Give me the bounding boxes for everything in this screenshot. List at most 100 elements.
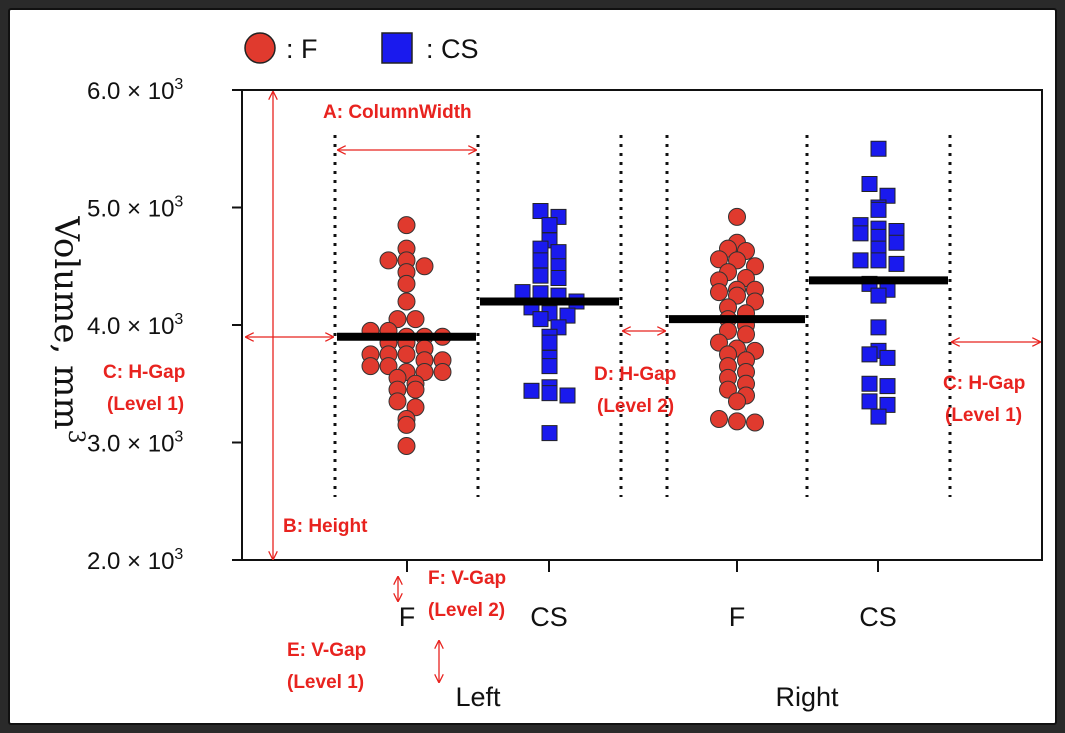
- data-point-f: [397, 415, 416, 434]
- y-tick-label-exp: 3: [174, 546, 183, 563]
- y-tick-label: 6.0 × 103: [87, 76, 183, 105]
- x-group-label: Left: [455, 682, 501, 712]
- y-axis-label-text: Volume, mm: [46, 215, 86, 429]
- data-point-f: [710, 250, 728, 269]
- y-tick-label: 4.0 × 103: [87, 311, 183, 340]
- x-category-label: CS: [530, 602, 568, 632]
- x-axis: F CS F CS Left Right: [399, 560, 897, 712]
- data-point-cs: [523, 382, 540, 399]
- y-tick-label-exp: 3: [174, 311, 183, 328]
- data-point-f: [433, 363, 452, 381]
- y-axis-label-sup: 3: [63, 430, 88, 444]
- data-point-f: [379, 251, 398, 270]
- data-point-f: [397, 345, 416, 364]
- data-point-cs: [870, 319, 887, 336]
- data-point-f: [397, 274, 416, 293]
- mean-bars: [337, 276, 948, 341]
- data-point-f: [737, 325, 755, 344]
- column-guides: [333, 135, 952, 497]
- v-gap-level1-sublabel: (Level 1): [287, 672, 364, 693]
- data-point-f: [728, 207, 746, 226]
- data-point-cs: [532, 267, 549, 284]
- data-point-cs: [861, 346, 878, 363]
- annotations: A: ColumnWidth B: Height C: H-Gap (Level…: [103, 92, 1040, 693]
- data-point-f: [361, 357, 380, 376]
- data-point-f: [397, 292, 416, 311]
- data-point-cs: [879, 378, 896, 395]
- y-tick-label-base: 5.0 × 10: [87, 196, 174, 223]
- y-tick-label-exp: 3: [174, 76, 183, 93]
- data-point-f: [710, 410, 728, 428]
- data-point-f: [728, 412, 746, 431]
- data-point-cs: [852, 252, 869, 269]
- column-width-label: A: ColumnWidth: [323, 102, 472, 123]
- data-point-f: [746, 413, 764, 432]
- data-point-f: [710, 283, 728, 302]
- x-group-label: Right: [775, 682, 839, 712]
- height-label: B: Height: [283, 516, 368, 537]
- data-point-cs: [541, 217, 558, 234]
- data-point-cs: [550, 270, 567, 286]
- data-point-cs: [861, 393, 878, 410]
- data-point-cs: [870, 252, 887, 269]
- data-point-f: [406, 310, 425, 329]
- legend-marker-cs: [381, 32, 413, 64]
- data-point-cs: [532, 252, 549, 269]
- y-tick-label-base: 6.0 × 10: [87, 78, 174, 105]
- v-gap-level2-sublabel: (Level 2): [428, 600, 505, 621]
- data-point-f: [728, 392, 746, 411]
- data-point-cs: [541, 425, 558, 442]
- h-gap-level1-left-label: C: H-Gap: [103, 362, 185, 383]
- data-point-cs: [888, 234, 905, 251]
- data-point-cs: [852, 225, 869, 242]
- y-tick-label: 5.0 × 103: [87, 194, 183, 223]
- legend-label-f: : F: [286, 34, 318, 64]
- h-gap-level2-label: D: H-Gap: [594, 364, 676, 385]
- data-point-cs: [532, 311, 549, 328]
- y-tick-label: 3.0 × 103: [87, 429, 183, 458]
- data-point-cs: [541, 334, 558, 351]
- data-point-f: [397, 437, 416, 456]
- h-gap-level1-left-sublabel: (Level 1): [107, 394, 184, 415]
- plot-area: [241, 89, 1043, 561]
- figure-frame: : F : CS 2.0 × 103 3.0 × 103 4.0 × 103 5.0 …: [8, 8, 1057, 725]
- x-category-label: F: [399, 602, 416, 632]
- data-point-f: [397, 216, 416, 235]
- data-point-cs: [861, 375, 878, 392]
- h-gap-level1-right-sublabel: (Level 1): [945, 405, 1022, 426]
- data-point-cs: [559, 387, 576, 404]
- y-tick-label-base: 3.0 × 10: [87, 431, 174, 458]
- data-point-cs: [879, 349, 896, 366]
- legend-marker-f: [244, 32, 276, 64]
- v-gap-level2-label: F: V-Gap: [428, 568, 506, 589]
- data-point-cs: [532, 203, 549, 220]
- y-tick-label-base: 4.0 × 10: [87, 313, 174, 340]
- data-point-f: [415, 257, 434, 276]
- data-point-cs: [888, 255, 905, 272]
- x-category-label: CS: [859, 602, 897, 632]
- y-axis-label: Volume, mm3: [46, 215, 88, 443]
- data-point-cs: [550, 244, 567, 261]
- data-point-cs: [514, 284, 531, 301]
- data-point-cs: [870, 201, 887, 218]
- data-point-cs: [870, 140, 887, 157]
- x-category-label: F: [729, 602, 746, 632]
- y-tick-label-exp: 3: [174, 194, 183, 211]
- data-point-cs: [870, 408, 887, 425]
- data-point-f: [406, 380, 425, 399]
- legend: : F : CS: [244, 32, 479, 64]
- y-tick-label: 2.0 × 103: [87, 546, 183, 575]
- data-point-f: [388, 392, 407, 411]
- data-point-cs: [541, 358, 558, 375]
- data-point-cs: [861, 176, 878, 192]
- h-gap-level1-right-label: C: H-Gap: [943, 373, 1025, 394]
- y-tick-label-exp: 3: [174, 429, 183, 446]
- v-gap-level1-label: E: V-Gap: [287, 640, 366, 661]
- y-tick-label-base: 2.0 × 10: [87, 548, 174, 575]
- h-gap-level2-sublabel: (Level 2): [597, 396, 674, 417]
- data-point-cs: [870, 287, 887, 304]
- data-point-cs: [541, 385, 558, 402]
- legend-label-cs: : CS: [426, 34, 479, 64]
